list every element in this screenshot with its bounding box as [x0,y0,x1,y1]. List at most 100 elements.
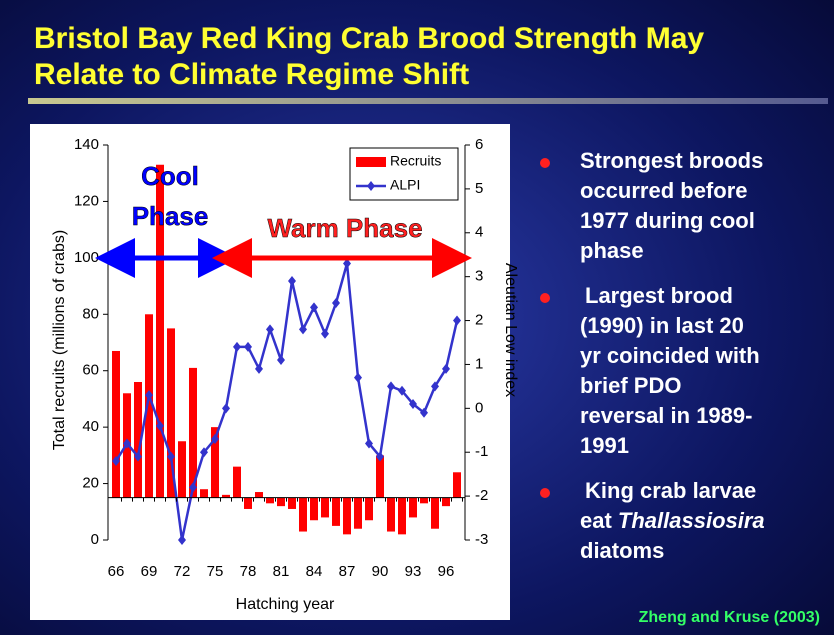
annotation: Phase [132,201,209,231]
bullet-dot [540,488,550,498]
bar [167,328,175,498]
x-tick-label: 87 [339,563,356,580]
y2-tick-label: 0 [475,399,483,416]
y-tick-label: 0 [91,531,99,548]
alpi-marker [211,434,219,445]
legend-swatch [367,181,375,191]
bar [332,497,340,526]
y-tick-label: 140 [74,136,99,153]
bullet-text: Strongest broods [580,148,763,173]
bar [420,497,428,504]
alpi-marker [222,403,230,414]
y-tick-label: 120 [74,192,99,209]
alpi-marker [288,276,296,287]
x-axis-label: Hatching year [236,596,335,613]
bar [112,350,120,498]
alpi-marker [442,363,450,374]
alpi-marker [299,324,307,335]
bar [398,497,406,535]
bullet-dot [540,158,550,168]
bullet-text: (1990) in last 20 [580,313,744,338]
bar [376,455,384,498]
bar [321,497,329,518]
x-tick-label: 81 [273,563,290,580]
x-tick-label: 93 [405,563,422,580]
bullet-text: eat Thallassiosira [580,508,765,533]
alpi-marker [233,341,241,352]
bar [178,441,186,498]
alpi-marker [112,456,120,466]
x-tick-label: 84 [306,563,323,580]
bar [299,497,307,532]
y-tick-label: 80 [82,305,99,322]
y2-tick-label: -3 [475,531,488,548]
alpi-marker [244,341,252,352]
y2-tick-label: 2 [475,312,483,329]
bar [211,427,219,498]
bullet-text: diatoms [580,538,664,563]
x-tick-label: 75 [207,563,224,580]
bar [387,497,395,532]
alpi-marker [123,438,131,449]
bar [244,497,252,509]
alpi-marker [189,482,197,493]
bullet-text: yr coincided with [580,343,760,368]
bullet-text: occurred before [580,178,748,203]
alpi-marker [134,451,142,462]
alpi-marker [178,535,186,545]
bar [233,466,241,498]
x-tick-label: 78 [240,563,257,580]
bullet-text: eat [580,508,618,533]
bar [134,382,142,498]
y2-tick-label: 1 [475,355,483,372]
y2-tick-label: 4 [475,224,483,241]
alpi-marker [332,298,340,308]
title-rule [28,98,828,104]
bullet-text: 1991 [580,433,629,458]
bar [354,497,362,529]
x-tick-label: 69 [141,563,158,580]
bullet-text: 1977 during cool [580,208,755,233]
bar [200,489,208,498]
alpi-marker [167,451,175,462]
y2-axis-label: Aleutian Low index [502,263,519,397]
alpi-marker [431,381,439,392]
alpi-marker [354,372,362,383]
bullet-text: phase [580,238,644,263]
y-tick-label: 60 [82,362,99,379]
legend-swatch [356,157,386,167]
alpi-marker [376,451,384,462]
bar [453,472,461,498]
bullet-dot [540,293,550,303]
y-axis-label: Total recruits (millions of crabs) [51,230,68,451]
annotation: Cool [141,161,199,191]
bar [255,492,263,498]
x-tick-label: 90 [372,563,389,580]
alpi-marker [277,355,285,366]
alpi-marker [409,398,417,409]
bar [222,494,230,498]
bar [266,497,274,504]
bar [145,314,153,498]
bar [288,497,296,509]
bar [310,497,318,521]
y-tick-label: 100 [74,249,99,266]
x-tick-label: 66 [108,563,125,580]
alpi-marker [398,385,406,396]
bar [365,497,373,521]
y2-tick-label: 3 [475,268,483,285]
alpi-marker [387,381,395,392]
bar [431,497,439,529]
legend-box [349,147,459,201]
bullet-text: reversal in 1989- [580,403,752,428]
bullet-text: King crab larvae [585,478,756,503]
alpi-marker [266,324,274,335]
y2-tick-label: -2 [475,487,488,504]
bar [156,164,164,498]
alpi-marker [156,420,164,431]
chart-panel [30,124,510,620]
citation: Zheng and Kruse (2003) [639,609,820,626]
bar [189,367,197,498]
y2-tick-label: -1 [475,443,488,460]
